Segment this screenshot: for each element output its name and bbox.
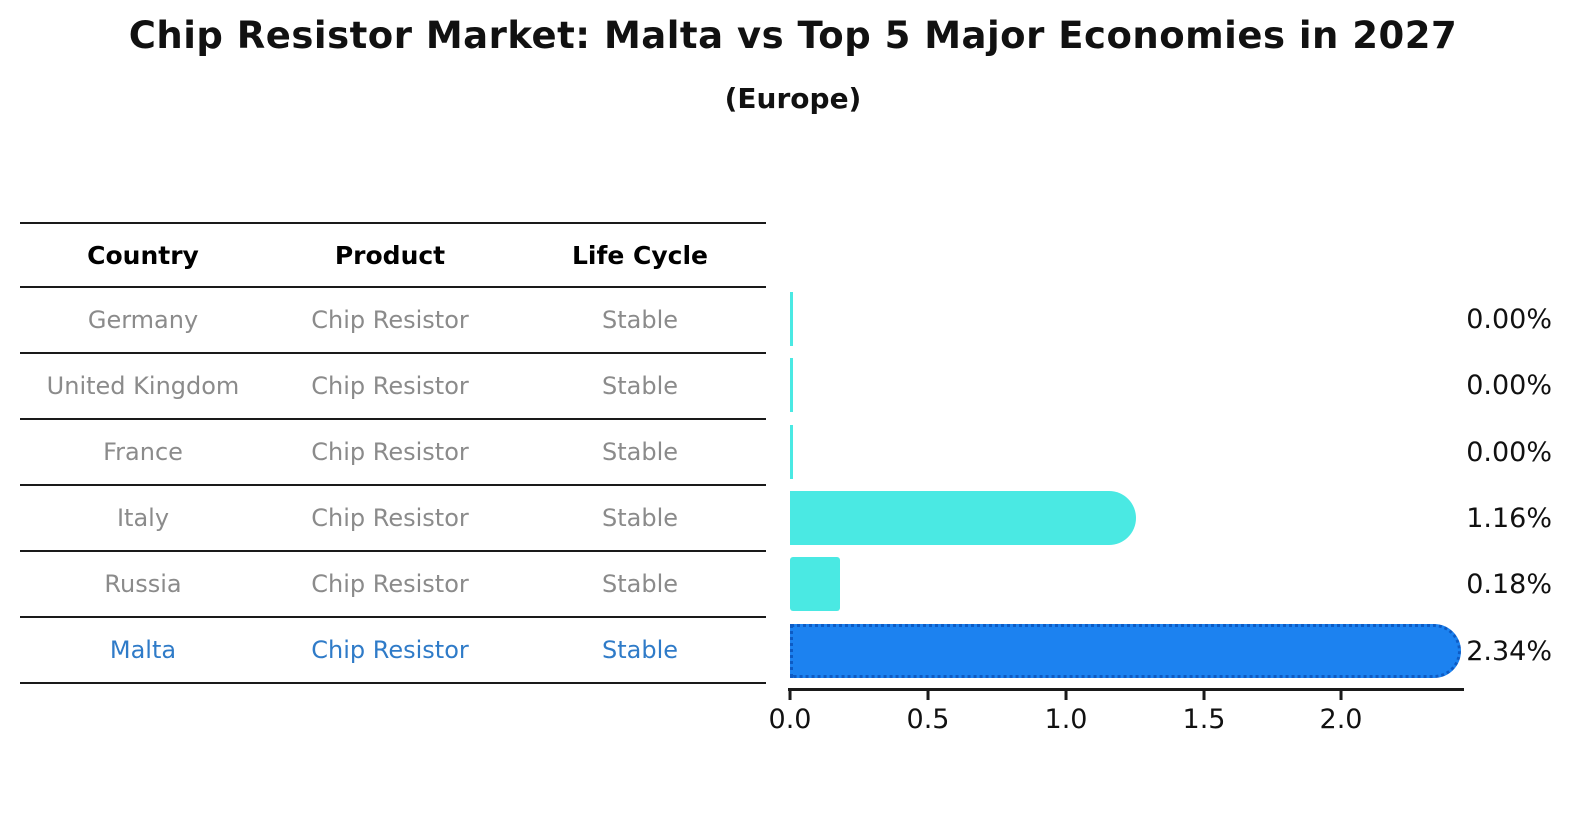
x-tick-0: 0.0 (768, 691, 812, 735)
x-tick-3: 1.5 (1182, 691, 1226, 735)
cell-life-cycle: Stable (601, 306, 679, 334)
x-tick-label: 1.0 (1044, 704, 1088, 735)
x-tick-label: 0.5 (906, 704, 950, 735)
value-label-france: 0.00% (1466, 437, 1552, 468)
x-tick-label: 0.0 (768, 704, 812, 735)
cell-product: Chip Resistor (311, 372, 469, 400)
bar-malta (790, 624, 1461, 678)
x-tick-mark (1064, 691, 1068, 700)
bar-russia (790, 557, 840, 611)
cell-country: France (103, 438, 183, 466)
data-table: Country Product Life Cycle Germany Chip … (20, 222, 766, 684)
cell-life-cycle: Stable (601, 438, 679, 466)
cell-life-cycle: Stable (601, 372, 679, 400)
x-tick-mark (926, 691, 930, 700)
column-header-country: Country (87, 240, 199, 270)
cell-life-cycle: Stable (601, 636, 679, 664)
x-tick-label: 1.5 (1182, 704, 1226, 735)
cell-product: Chip Resistor (311, 636, 469, 664)
cell-country: Italy (116, 504, 170, 532)
table-row-united-kingdom: United Kingdom Chip Resistor Stable (20, 354, 766, 420)
page-subtitle: (Europe) (724, 82, 862, 115)
cell-country: Russia (104, 570, 182, 598)
x-tick-mark (1202, 691, 1206, 700)
bar-italy (790, 491, 1136, 545)
x-tick-4: 2.0 (1319, 691, 1363, 735)
x-tick-1: 0.5 (906, 691, 950, 735)
cell-country: United Kingdom (46, 372, 240, 400)
table-row-russia: Russia Chip Resistor Stable (20, 552, 766, 618)
value-label-russia: 0.18% (1466, 569, 1552, 600)
page-title: Chip Resistor Market: Malta vs Top 5 Maj… (128, 14, 1458, 57)
x-tick-mark (1339, 691, 1343, 700)
table-row-malta: Malta Chip Resistor Stable (20, 618, 766, 684)
cell-product: Chip Resistor (311, 306, 469, 334)
value-label-malta: 2.34% (1466, 636, 1552, 667)
cell-country: Germany (87, 306, 199, 334)
table-row-germany: Germany Chip Resistor Stable (20, 288, 766, 354)
bar-germany (790, 292, 793, 346)
table-row-italy: Italy Chip Resistor Stable (20, 486, 766, 552)
cell-product: Chip Resistor (311, 570, 469, 598)
cell-product: Chip Resistor (311, 438, 469, 466)
column-header-life-cycle: Life Cycle (571, 240, 709, 270)
x-tick-mark (788, 691, 792, 700)
value-label-italy: 1.16% (1466, 503, 1552, 534)
cell-life-cycle: Stable (601, 504, 679, 532)
cell-product: Chip Resistor (311, 504, 469, 532)
value-label-germany: 0.00% (1466, 304, 1552, 335)
x-tick-2: 1.0 (1044, 691, 1088, 735)
table-header-row: Country Product Life Cycle (20, 224, 766, 288)
column-header-product: Product (334, 240, 446, 270)
bar-united-kingdom (790, 358, 793, 412)
bar-france (790, 425, 793, 479)
value-label-united-kingdom: 0.00% (1466, 370, 1552, 401)
x-axis-line (788, 688, 1464, 691)
table-row-france: France Chip Resistor Stable (20, 420, 766, 486)
cell-country: Malta (109, 636, 177, 664)
x-tick-label: 2.0 (1319, 704, 1363, 735)
cell-life-cycle: Stable (601, 570, 679, 598)
